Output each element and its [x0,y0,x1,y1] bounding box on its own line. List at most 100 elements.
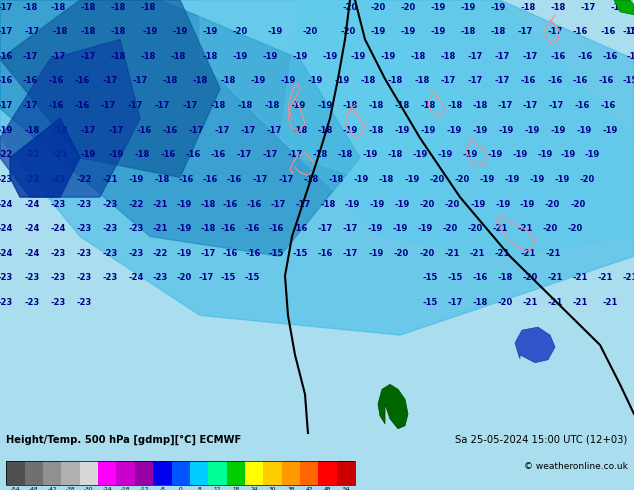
Text: -17: -17 [100,101,115,110]
Text: -16: -16 [574,101,590,110]
Text: -17: -17 [270,199,286,209]
Text: -19: -19 [462,150,477,159]
Text: -16: -16 [74,76,89,85]
Text: -23: -23 [24,175,39,184]
Text: -17: -17 [611,3,626,12]
Text: -23: -23 [128,249,144,258]
Text: -20: -20 [522,273,538,282]
Text: -18: -18 [368,101,384,110]
Text: -19: -19 [554,175,569,184]
Text: -23: -23 [102,249,118,258]
Text: -17: -17 [81,51,96,61]
Text: -19: -19 [81,150,96,159]
Text: -19: -19 [550,125,566,135]
Polygon shape [614,0,634,15]
Bar [300,461,318,486]
Text: -20: -20 [444,199,460,209]
Text: -18: -18 [441,51,456,61]
Text: -42: -42 [48,487,57,490]
Text: -20: -20 [393,249,409,258]
Text: 0: 0 [179,487,183,490]
Text: -23: -23 [102,224,118,233]
Text: -18: -18 [387,150,403,159]
Text: -18: -18 [53,27,68,36]
Text: -18: -18 [24,125,39,135]
Text: -19: -19 [334,76,349,85]
Text: -23: -23 [152,273,167,282]
Text: -20: -20 [233,27,248,36]
Text: -18: -18 [415,76,430,85]
Text: -15: -15 [422,273,437,282]
Text: -22: -22 [152,249,167,258]
Text: -19: -19 [401,27,416,36]
Text: -19: -19 [322,51,338,61]
Text: -18: -18 [200,224,216,233]
Text: -21: -21 [602,298,618,307]
Text: -16: -16 [245,249,261,258]
Text: -16: -16 [244,224,260,233]
Text: -17: -17 [467,51,482,61]
Polygon shape [0,0,220,177]
Text: -19: -19 [0,125,13,135]
Text: -16: -16 [573,76,588,85]
Text: -18: -18 [328,175,344,184]
Text: -19: -19 [392,224,408,233]
Bar [43,461,61,486]
Text: -20: -20 [498,298,513,307]
Bar [98,461,117,486]
Text: -19: -19 [404,175,420,184]
Text: -17: -17 [287,150,302,159]
Text: -24: -24 [24,224,40,233]
Text: -15: -15 [244,273,260,282]
Text: -16: -16 [160,150,176,159]
Text: -20: -20 [176,273,191,282]
Text: -23: -23 [76,273,92,282]
Bar [61,461,80,486]
Text: -8: -8 [159,487,165,490]
Bar [6,461,25,486]
Text: -19: -19 [280,76,295,85]
Text: -20: -20 [340,27,356,36]
Text: -24: -24 [24,199,40,209]
Text: -19: -19 [342,125,358,135]
Text: © weatheronline.co.uk: © weatheronline.co.uk [524,462,628,471]
Text: -15: -15 [448,273,463,282]
Text: -16: -16 [185,150,201,159]
Text: -20: -20 [342,3,358,12]
Text: -20: -20 [419,199,435,209]
Text: -19: -19 [585,150,600,159]
Text: -18: -18 [140,3,155,12]
Text: -19: -19 [470,199,486,209]
Text: -20: -20 [571,199,586,209]
Text: -19: -19 [172,27,188,36]
Text: -19: -19 [353,175,368,184]
Text: -21: -21 [521,249,536,258]
Text: -54: -54 [11,487,20,490]
Text: -17: -17 [108,125,124,135]
Text: -18: -18 [154,175,170,184]
Text: -16: -16 [22,76,37,85]
Text: -21: -21 [573,273,588,282]
Text: -23: -23 [24,298,39,307]
Text: 30: 30 [269,487,276,490]
Text: -17: -17 [441,76,456,85]
Polygon shape [0,39,140,197]
Text: -19: -19 [472,125,488,135]
Bar [135,461,153,486]
Text: -30: -30 [84,487,94,490]
Text: -17: -17 [495,51,510,61]
Text: -18: -18 [162,76,178,85]
Text: -19: -19 [250,76,266,85]
Text: -18: -18 [521,3,536,12]
Text: -16: -16 [74,101,89,110]
Text: -19: -19 [233,51,248,61]
Bar [226,461,245,486]
Text: -15: -15 [292,249,307,258]
Text: -19: -19 [128,175,144,184]
Text: -19: -19 [519,199,534,209]
Text: -23: -23 [76,249,92,258]
Text: -19: -19 [262,51,278,61]
Polygon shape [280,0,634,256]
Bar [80,461,98,486]
Bar [153,461,172,486]
